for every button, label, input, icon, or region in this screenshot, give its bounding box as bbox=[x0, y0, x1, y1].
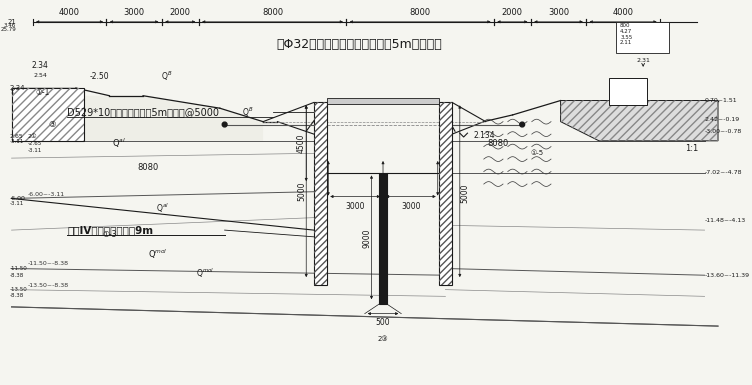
Bar bbox=[438, 102, 452, 285]
Text: -2.65: -2.65 bbox=[28, 141, 42, 146]
Text: 1:1: 1:1 bbox=[685, 144, 699, 153]
Text: 0.70~1.51: 0.70~1.51 bbox=[705, 98, 737, 103]
Text: D529*10螺旋钢管单根长5m拉结桩@5000: D529*10螺旋钢管单根长5m拉结桩@5000 bbox=[67, 107, 220, 117]
Text: 2①: 2① bbox=[28, 134, 38, 139]
Text: -11.48~-4.13: -11.48~-4.13 bbox=[705, 218, 746, 223]
Text: ①-3: ①-3 bbox=[102, 230, 117, 239]
Text: 4000: 4000 bbox=[59, 8, 80, 17]
Text: 3000: 3000 bbox=[401, 202, 420, 211]
Text: Q$^{mol}$: Q$^{mol}$ bbox=[196, 266, 214, 280]
Text: 800: 800 bbox=[620, 23, 631, 28]
Text: 9000: 9000 bbox=[362, 229, 371, 248]
Bar bbox=[608, 79, 647, 105]
Text: -13.50: -13.50 bbox=[10, 287, 27, 292]
Text: -6.00: -6.00 bbox=[10, 196, 26, 201]
Text: 2.11: 2.11 bbox=[620, 40, 632, 45]
Polygon shape bbox=[11, 88, 263, 141]
Text: Q$^{mol}$: Q$^{mol}$ bbox=[147, 248, 167, 261]
Text: 2.134: 2.134 bbox=[473, 131, 495, 140]
Text: 拉森IV钢板桩，单根长9m: 拉森IV钢板桩，单根长9m bbox=[67, 225, 153, 235]
Text: 2.65: 2.65 bbox=[10, 134, 23, 139]
Text: 2.54: 2.54 bbox=[33, 73, 47, 78]
Text: 2.34: 2.34 bbox=[32, 62, 49, 70]
Text: ③: ③ bbox=[48, 120, 56, 129]
Circle shape bbox=[520, 122, 525, 127]
Polygon shape bbox=[560, 100, 718, 141]
Text: 8080: 8080 bbox=[487, 139, 509, 148]
Text: 5000: 5000 bbox=[460, 184, 469, 203]
Text: 5000: 5000 bbox=[297, 181, 306, 201]
Text: 2000: 2000 bbox=[502, 8, 523, 17]
Bar bbox=[314, 102, 327, 285]
Text: -3.00~-0.78: -3.00~-0.78 bbox=[705, 129, 741, 134]
Text: 3000: 3000 bbox=[548, 8, 569, 17]
Text: 2.31: 2.31 bbox=[636, 58, 650, 63]
Bar bbox=[11, 88, 83, 141]
Text: 500: 500 bbox=[376, 318, 390, 327]
Text: 21: 21 bbox=[8, 19, 17, 25]
Text: ①-5: ①-5 bbox=[530, 150, 543, 156]
Text: 3.46: 3.46 bbox=[4, 23, 17, 28]
Text: -3.11: -3.11 bbox=[10, 139, 24, 144]
Text: 用Φ32预应力钢筋做为锚系杆每5m间距一根: 用Φ32预应力钢筋做为锚系杆每5m间距一根 bbox=[276, 38, 442, 51]
Bar bbox=[379, 172, 387, 304]
Bar bbox=[11, 88, 83, 141]
Text: Q$^B$: Q$^B$ bbox=[242, 105, 253, 119]
Text: 2③: 2③ bbox=[378, 336, 388, 341]
Text: -13.60~-11.39: -13.60~-11.39 bbox=[705, 273, 750, 278]
Text: 8000: 8000 bbox=[262, 8, 283, 17]
Text: -3.11: -3.11 bbox=[28, 148, 42, 153]
Text: 2000: 2000 bbox=[170, 8, 191, 17]
Text: 8080: 8080 bbox=[137, 163, 159, 172]
Text: -3.11: -3.11 bbox=[10, 201, 24, 206]
Text: -13.50~-8.38: -13.50~-8.38 bbox=[28, 283, 69, 288]
Bar bbox=[327, 98, 438, 104]
Text: -11.50~-8.38: -11.50~-8.38 bbox=[28, 261, 69, 266]
Text: -8.38: -8.38 bbox=[10, 273, 24, 278]
Text: ↕: ↕ bbox=[10, 90, 15, 95]
Bar bbox=[314, 102, 327, 285]
Text: -7.02~-4.78: -7.02~-4.78 bbox=[705, 170, 742, 175]
Text: -2.50: -2.50 bbox=[90, 72, 110, 81]
Bar bbox=[617, 22, 669, 52]
Text: Q$^{al}$: Q$^{al}$ bbox=[112, 137, 126, 151]
Text: 2.42~-0.19: 2.42~-0.19 bbox=[705, 117, 740, 122]
Text: 4500: 4500 bbox=[297, 134, 306, 153]
Text: -6.00~-3.11: -6.00~-3.11 bbox=[28, 192, 65, 197]
Text: 3000: 3000 bbox=[345, 202, 365, 211]
Text: 2.34: 2.34 bbox=[10, 85, 25, 91]
Text: Q$^B$: Q$^B$ bbox=[162, 70, 173, 83]
Text: ①-1: ①-1 bbox=[35, 88, 50, 97]
Circle shape bbox=[223, 122, 227, 127]
Text: 4000: 4000 bbox=[613, 8, 634, 17]
Text: -8.38: -8.38 bbox=[10, 293, 24, 298]
Text: Q$^{al}$: Q$^{al}$ bbox=[156, 201, 168, 215]
Text: 3000: 3000 bbox=[123, 8, 144, 17]
Text: 4.27: 4.27 bbox=[620, 29, 632, 34]
Text: -11.50: -11.50 bbox=[10, 266, 27, 271]
Text: 3.55: 3.55 bbox=[620, 35, 632, 40]
Text: 8000: 8000 bbox=[410, 8, 431, 17]
Text: 25.79: 25.79 bbox=[1, 27, 17, 32]
Bar bbox=[438, 102, 452, 285]
